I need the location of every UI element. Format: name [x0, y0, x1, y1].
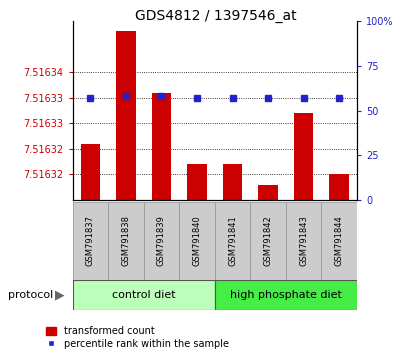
- Text: GSM791838: GSM791838: [122, 215, 130, 266]
- Text: control diet: control diet: [112, 290, 176, 300]
- Bar: [215, 202, 250, 280]
- Text: GSM791840: GSM791840: [193, 215, 202, 266]
- Text: GSM791843: GSM791843: [299, 215, 308, 266]
- Text: GDS4812 / 1397546_at: GDS4812 / 1397546_at: [135, 9, 297, 23]
- Text: high phosphate diet: high phosphate diet: [230, 290, 342, 300]
- Bar: [321, 202, 357, 280]
- Bar: [73, 202, 108, 280]
- Bar: [223, 164, 242, 200]
- Bar: [108, 202, 144, 280]
- Bar: [294, 113, 313, 200]
- Text: protocol: protocol: [8, 290, 54, 300]
- Text: GSM791841: GSM791841: [228, 215, 237, 266]
- Text: GSM791842: GSM791842: [264, 215, 273, 266]
- Text: ▶: ▶: [55, 288, 64, 301]
- Bar: [179, 202, 215, 280]
- Bar: [116, 32, 136, 200]
- Text: GSM791839: GSM791839: [157, 215, 166, 266]
- Bar: [187, 164, 207, 200]
- Bar: [73, 280, 215, 310]
- Bar: [286, 202, 321, 280]
- Bar: [152, 93, 171, 200]
- Bar: [81, 144, 100, 200]
- Text: GSM791837: GSM791837: [86, 215, 95, 266]
- Legend: transformed count, percentile rank within the sample: transformed count, percentile rank withi…: [46, 326, 229, 349]
- Text: GSM791844: GSM791844: [334, 215, 344, 266]
- Bar: [258, 185, 278, 200]
- Bar: [215, 280, 357, 310]
- Bar: [144, 202, 179, 280]
- Bar: [330, 175, 349, 200]
- Bar: [250, 202, 286, 280]
